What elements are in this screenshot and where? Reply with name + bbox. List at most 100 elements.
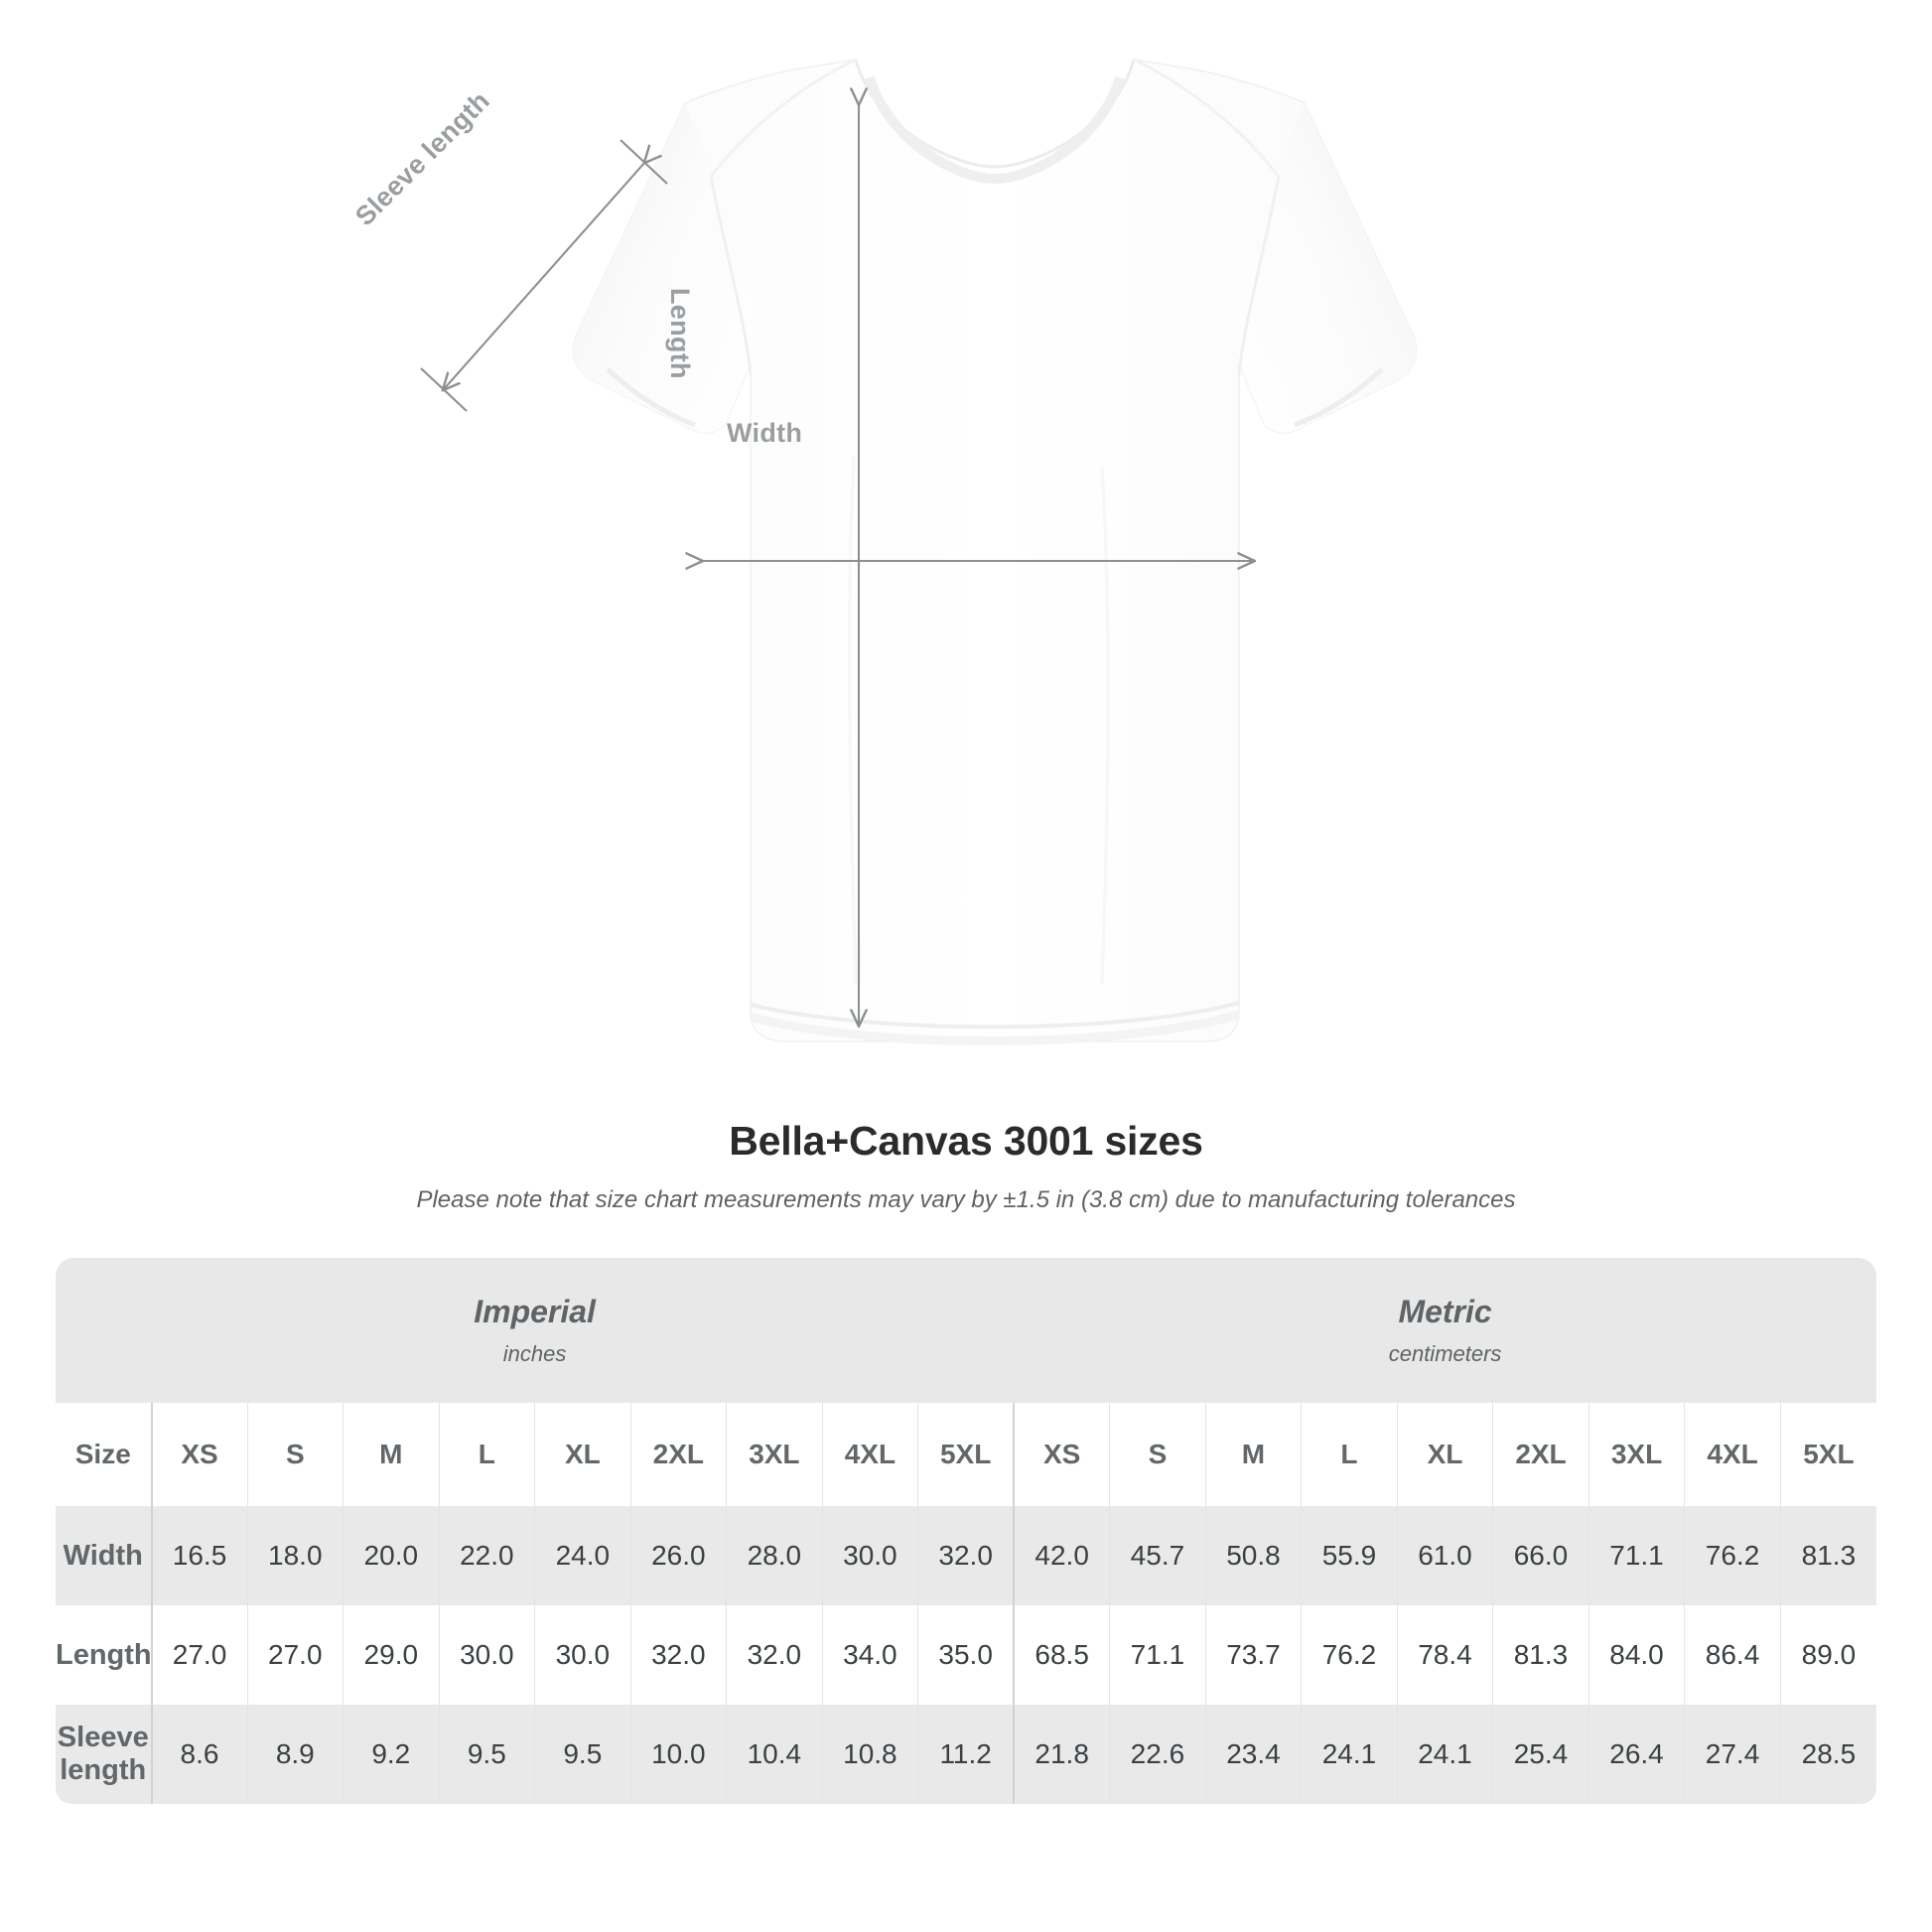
fabric-fold-2 [1100, 466, 1110, 986]
length-imperial-2xl: 32.0 [629, 1605, 727, 1705]
width-metric-m: 50.8 [1204, 1506, 1302, 1605]
width-label: Width [727, 418, 803, 448]
row-label-length: Length [56, 1605, 152, 1705]
right-armhole-seam [1237, 176, 1281, 376]
length-imperial-xs: 27.0 [150, 1605, 248, 1705]
size-col-imperial-2xl: 2XL [629, 1403, 727, 1506]
width-imperial-l: 22.0 [438, 1506, 535, 1605]
sleeve-tick-bottom [420, 367, 468, 412]
size-table-wrapper: Imperial inches Metric centimeters Size … [56, 1258, 1876, 1804]
size-col-metric-xs: XS [1013, 1403, 1110, 1506]
length-metric-s: 71.1 [1109, 1605, 1206, 1705]
width-metric-3xl: 71.1 [1587, 1506, 1685, 1605]
width-metric-2xl: 66.0 [1492, 1506, 1589, 1605]
sleeve-metric-xl: 24.1 [1396, 1705, 1493, 1804]
length-imperial-l: 30.0 [438, 1605, 535, 1705]
size-col-metric-2xl: 2XL [1492, 1403, 1589, 1506]
table-row-length: Length 27.0 27.0 29.0 30.0 30.0 32.0 32.… [56, 1605, 1876, 1705]
sleeve-metric-xs: 21.8 [1013, 1705, 1110, 1804]
width-imperial-s: 18.0 [246, 1506, 344, 1605]
length-metric-xs: 68.5 [1013, 1605, 1110, 1705]
length-metric-2xl: 81.3 [1492, 1605, 1589, 1705]
length-label: Length [665, 288, 695, 379]
width-imperial-xs: 16.5 [150, 1506, 248, 1605]
width-metric-xs: 42.0 [1013, 1506, 1110, 1605]
sleeve-metric-l: 24.1 [1301, 1705, 1398, 1804]
chart-subtitle: Please note that size chart measurements… [416, 1186, 1516, 1213]
sleeve-imperial-s: 8.9 [246, 1705, 344, 1804]
sleeve-metric-s: 22.6 [1109, 1705, 1206, 1804]
sleeve-imperial-5xl: 11.2 [917, 1705, 1015, 1804]
length-metric-l: 76.2 [1301, 1605, 1398, 1705]
length-metric-3xl: 84.0 [1587, 1605, 1685, 1705]
sleeve-imperial-l: 9.5 [438, 1705, 535, 1804]
unit-group-metric-name: Metric [1398, 1293, 1492, 1329]
sleeve-metric-3xl: 26.4 [1587, 1705, 1685, 1804]
unit-group-imperial-unit: inches [502, 1341, 567, 1367]
size-col-metric-s: S [1109, 1403, 1206, 1506]
length-metric-4xl: 86.4 [1684, 1605, 1781, 1705]
row-label-sleeve-length: Sleeve length [56, 1705, 152, 1804]
tshirt-diagram-svg [420, 58, 1418, 1046]
size-col-imperial-xl: XL [534, 1403, 631, 1506]
length-imperial-3xl: 32.0 [726, 1605, 823, 1705]
left-armhole-seam [709, 176, 753, 376]
unit-group-metric-unit: centimeters [1388, 1341, 1502, 1367]
width-metric-5xl: 81.3 [1779, 1506, 1876, 1605]
width-imperial-3xl: 28.0 [726, 1506, 823, 1605]
sleeve-imperial-m: 9.2 [343, 1705, 440, 1804]
unit-group-imperial: Imperial inches [56, 1258, 1015, 1403]
width-metric-s: 45.7 [1109, 1506, 1206, 1605]
tshirt-illustration: Sleeve length Length Width [349, 58, 1418, 1046]
collar-rib [865, 75, 1125, 185]
chart-title: Bella+Canvas 3001 sizes [729, 1118, 1203, 1164]
right-sleeve-shade [1239, 103, 1417, 433]
chart-heading: Bella+Canvas 3001 sizes Please note that… [0, 1118, 1932, 1214]
width-imperial-2xl: 26.0 [629, 1506, 727, 1605]
table-row-width: Width 16.5 18.0 20.0 22.0 24.0 26.0 28.0… [56, 1506, 1876, 1605]
length-metric-m: 73.7 [1204, 1605, 1302, 1705]
size-col-metric-m: M [1204, 1403, 1302, 1506]
length-imperial-m: 29.0 [343, 1605, 440, 1705]
size-corner-label: Size [56, 1403, 152, 1506]
bottom-hem [750, 1001, 1240, 1030]
sleeve-tick-top [620, 139, 668, 185]
size-col-metric-3xl: 3XL [1587, 1403, 1685, 1506]
unit-group-metric: Metric centimeters [1014, 1258, 1876, 1403]
sleeve-metric-2xl: 25.4 [1492, 1705, 1589, 1804]
size-col-metric-4xl: 4XL [1684, 1403, 1781, 1506]
length-metric-5xl: 89.0 [1779, 1605, 1876, 1705]
length-imperial-s: 27.0 [246, 1605, 344, 1705]
row-label-width: Width [56, 1506, 152, 1605]
sleeve-imperial-xs: 8.6 [150, 1705, 248, 1804]
width-imperial-4xl: 30.0 [821, 1506, 918, 1605]
length-imperial-5xl: 35.0 [917, 1605, 1015, 1705]
size-header-row: Size XS S M L XL 2XL 3XL 4XL 5XL XS S M … [56, 1403, 1876, 1506]
sleeve-dimension-arrow [420, 139, 668, 412]
sleeve-arrow-line [444, 162, 645, 389]
sleeve-imperial-4xl: 10.8 [821, 1705, 918, 1804]
width-metric-l: 55.9 [1301, 1506, 1398, 1605]
length-metric-xl: 78.4 [1396, 1605, 1493, 1705]
width-imperial-xl: 24.0 [534, 1506, 631, 1605]
size-col-imperial-l: L [438, 1403, 535, 1506]
bottom-hem-shadow [749, 1010, 1241, 1046]
unit-group-imperial-name: Imperial [474, 1293, 596, 1329]
size-table: Imperial inches Metric centimeters Size … [56, 1258, 1876, 1804]
length-imperial-xl: 30.0 [534, 1605, 631, 1705]
size-col-imperial-3xl: 3XL [726, 1403, 823, 1506]
size-col-imperial-m: M [343, 1403, 440, 1506]
length-imperial-4xl: 34.0 [821, 1605, 918, 1705]
right-shoulder-seam [1133, 58, 1281, 178]
width-metric-4xl: 76.2 [1684, 1506, 1781, 1605]
sleeve-imperial-3xl: 10.4 [726, 1705, 823, 1804]
sleeve-metric-m: 23.4 [1204, 1705, 1302, 1804]
size-col-imperial-xs: XS [150, 1403, 248, 1506]
table-row-sleeve-length: Sleeve length 8.6 8.9 9.2 9.5 9.5 10.0 1… [56, 1705, 1876, 1804]
width-metric-xl: 61.0 [1396, 1506, 1493, 1605]
width-imperial-m: 20.0 [343, 1506, 440, 1605]
size-col-imperial-s: S [246, 1403, 344, 1506]
size-col-imperial-4xl: 4XL [821, 1403, 918, 1506]
size-col-metric-l: L [1301, 1403, 1398, 1506]
